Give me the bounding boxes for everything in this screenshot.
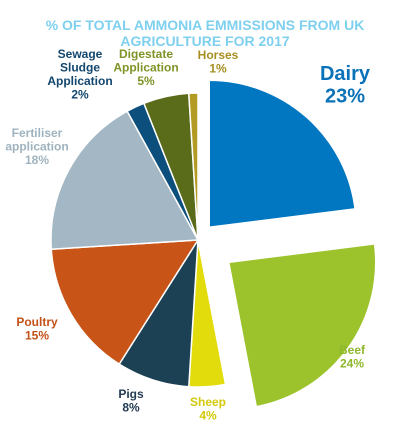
pie-slice-horses xyxy=(187,92,199,241)
slice-label-horses: Horses 1% xyxy=(198,48,239,76)
pie-slice-beef xyxy=(227,243,377,408)
slice-label-pigs: Pigs 8% xyxy=(118,387,144,415)
slice-label-sheep: Sheep 4% xyxy=(190,395,226,423)
slice-label-dairy: Dairy 23% xyxy=(320,63,371,108)
pie-slice-dairy xyxy=(208,79,356,229)
slice-label-beef: Beef 24% xyxy=(339,343,366,371)
slice-label-sewage-sludge-application: Sewage Sludge Application 2% xyxy=(47,47,112,102)
pie-slice-fertiliser-application xyxy=(50,110,200,251)
slice-label-digestate-application: Digestate Application 5% xyxy=(113,47,178,88)
pie-slice-poultry xyxy=(50,239,200,366)
chart-title: % OF TOTAL AMMONIA EMMISSIONS FROM UK AG… xyxy=(45,17,365,49)
slice-label-poultry: Poultry 15% xyxy=(16,315,58,343)
slice-label-fertiliser-application: Fertiliser application 18% xyxy=(5,126,68,167)
